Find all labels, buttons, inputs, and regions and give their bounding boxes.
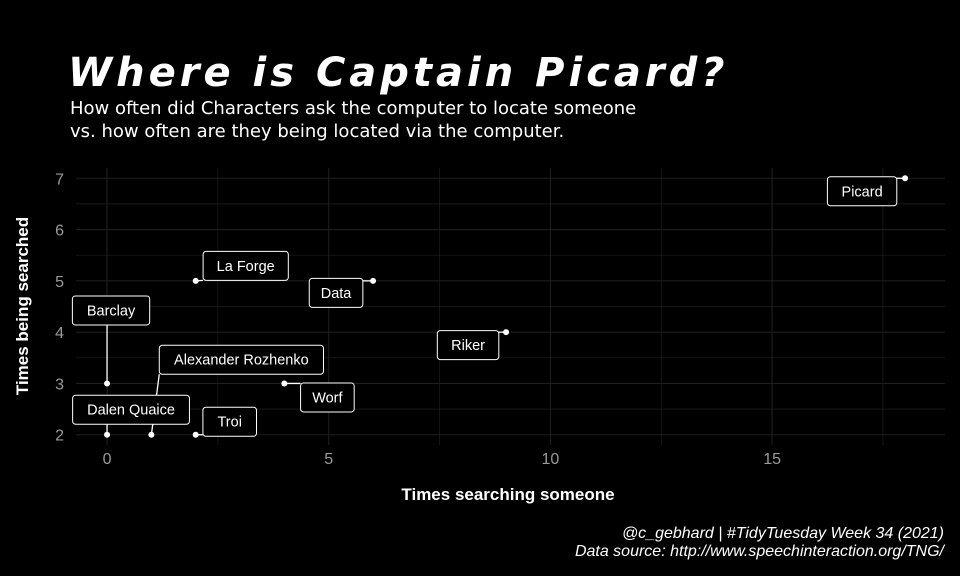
point-label: Barclay: [87, 303, 136, 319]
point-label-box: [202, 406, 258, 437]
grid-lines: [76, 168, 945, 445]
point-label: Dalen Quaice: [87, 403, 175, 419]
x-axis-label: Times searching someone: [401, 485, 614, 504]
point-label: Riker: [451, 338, 485, 354]
y-tick-label: 7: [55, 171, 64, 188]
x-tick-label: 15: [763, 451, 781, 468]
subtitle-line-2: vs. how often are they being located via…: [70, 121, 565, 142]
point-label: Alexander Rozhenko: [174, 353, 309, 369]
chart-subtitle: How often did Characters ask the compute…: [70, 97, 636, 143]
point-label-box: [308, 277, 364, 308]
data-point: [503, 329, 510, 336]
data-point: [104, 380, 111, 387]
data-point: [104, 431, 111, 438]
caption-source: Data source: http://www.speechinteractio…: [574, 543, 944, 560]
y-tick-label: 3: [55, 376, 64, 393]
y-tick-label: 5: [55, 274, 64, 291]
axis-ticks: 0 5 10 15 2 3 4 5 6 7: [55, 171, 781, 468]
chart-title: Where is Captain Picard?: [68, 50, 729, 96]
y-tick-label: 4: [55, 325, 64, 342]
point-label: Worf: [312, 390, 343, 406]
point-label-box: [202, 250, 289, 281]
subtitle-line-1: How often did Characters ask the compute…: [70, 98, 637, 119]
data-point: [192, 431, 199, 438]
point-label: Picard: [842, 184, 883, 200]
y-axis-label: Times being searched: [13, 217, 32, 395]
data-point: [281, 380, 288, 387]
data-point: [148, 431, 155, 438]
y-tick-label: 2: [55, 428, 64, 445]
point-label: Data: [321, 286, 353, 302]
point-label-box: [300, 382, 355, 413]
data-points: [104, 175, 909, 438]
point-label-box: [158, 344, 324, 375]
point-label-box: [826, 176, 898, 207]
point-labels: Picard La Forge Data Barclay Riker Alexander …: [71, 176, 898, 437]
data-point: [192, 277, 199, 284]
data-point: [370, 277, 377, 284]
data-point: [902, 175, 909, 182]
x-tick-label: 10: [542, 451, 560, 468]
point-label-box: [72, 394, 190, 425]
point-label: Troi: [217, 415, 241, 431]
x-tick-label: 5: [324, 451, 333, 468]
point-label: La Forge: [217, 259, 275, 275]
x-tick-label: 0: [103, 451, 112, 468]
point-label-box: [71, 295, 151, 326]
point-label-box: [436, 330, 500, 361]
y-tick-label: 6: [55, 223, 64, 240]
caption-credit: @c_gebhard | #TidyTuesday Week 34 (2021): [621, 525, 944, 542]
